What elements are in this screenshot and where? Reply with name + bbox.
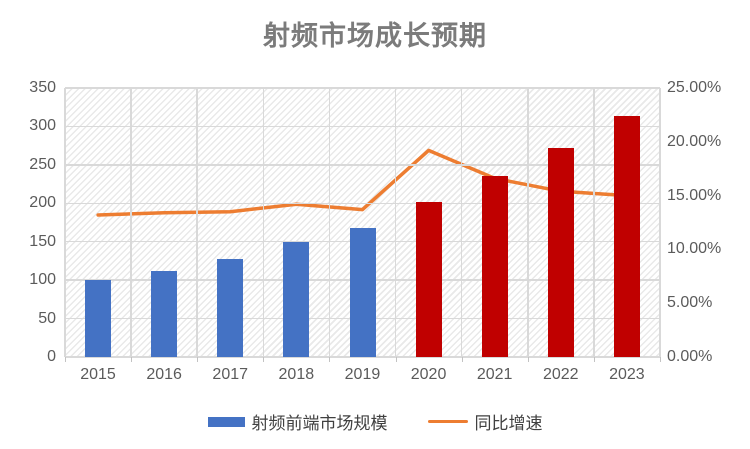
right-axis-label: 25.00% bbox=[667, 79, 722, 96]
chart-title: 射频市场成长预期 bbox=[263, 21, 487, 51]
x-axis-tick bbox=[593, 357, 595, 362]
left-axis-label: 100 bbox=[29, 271, 56, 289]
x-axis-tick bbox=[395, 357, 397, 362]
left-axis-label: 50 bbox=[38, 309, 56, 327]
legend: 射频前端市场规模 同比增速 bbox=[0, 409, 750, 434]
left-axis-label: 150 bbox=[29, 232, 56, 250]
vertical-gridline bbox=[262, 88, 265, 357]
horizontal-gridline bbox=[65, 202, 660, 205]
bar-2023 bbox=[613, 115, 640, 357]
vertical-gridline bbox=[394, 88, 397, 357]
x-axis-tick bbox=[660, 357, 661, 362]
horizontal-gridline bbox=[65, 164, 660, 166]
right-axis-label: 20.00% bbox=[667, 132, 722, 150]
right-axis-label: 5.00% bbox=[667, 294, 713, 312]
left-axis-label: 0 bbox=[47, 348, 56, 365]
left-axis-label: 200 bbox=[29, 194, 56, 212]
x-axis-label-2019: 2019 bbox=[344, 366, 381, 383]
x-axis-tick bbox=[461, 357, 463, 362]
vertical-gridline bbox=[659, 88, 661, 357]
right-axis-label: 0.00% bbox=[667, 348, 713, 365]
vertical-gridline bbox=[64, 88, 66, 357]
bar-series-swatch bbox=[207, 416, 245, 427]
x-axis-tick bbox=[329, 357, 331, 362]
x-axis-label-2018: 2018 bbox=[278, 366, 315, 383]
x-axis-label-2020: 2020 bbox=[410, 366, 447, 383]
x-axis-label-2015: 2015 bbox=[80, 366, 116, 383]
horizontal-gridline bbox=[65, 87, 660, 89]
vertical-gridline bbox=[527, 88, 529, 357]
x-axis-label-2016: 2016 bbox=[146, 366, 182, 383]
left-axis-label: 350 bbox=[29, 79, 56, 96]
right-axis-label: 15.00% bbox=[667, 186, 722, 204]
horizontal-gridline bbox=[65, 125, 660, 128]
x-axis-tick bbox=[65, 357, 66, 362]
x-axis-tick bbox=[527, 357, 529, 362]
x-axis-tick bbox=[131, 357, 133, 362]
x-axis-tick bbox=[197, 357, 199, 362]
bar-2016 bbox=[151, 270, 178, 357]
legend-item-market-size: 射频前端市场规模 bbox=[207, 409, 388, 434]
x-axis-tick bbox=[263, 357, 265, 362]
vertical-gridline bbox=[593, 88, 595, 357]
vertical-gridline bbox=[328, 88, 331, 357]
legend-item-growth-rate: 同比增速 bbox=[427, 409, 543, 434]
x-axis-label-2017: 2017 bbox=[212, 366, 249, 383]
x-axis-label-2021: 2021 bbox=[476, 366, 513, 383]
vertical-gridline bbox=[460, 88, 463, 357]
bar-2020 bbox=[415, 201, 442, 357]
left-axis-label: 250 bbox=[29, 155, 56, 173]
legend-line-label: 同比增速 bbox=[474, 414, 543, 433]
horizontal-gridline bbox=[65, 356, 660, 358]
bar-2018 bbox=[283, 242, 310, 357]
bar-2022 bbox=[547, 147, 574, 357]
bar-2017 bbox=[217, 259, 244, 357]
line-series-swatch bbox=[427, 419, 468, 424]
plot-area bbox=[64, 87, 661, 358]
vertical-gridline bbox=[196, 88, 198, 357]
bar-2021 bbox=[481, 175, 508, 357]
x-axis-label-2022: 2022 bbox=[542, 366, 579, 383]
right-axis-label: 10.00% bbox=[667, 240, 722, 258]
x-axis-label-2023: 2023 bbox=[609, 366, 645, 383]
vertical-gridline bbox=[130, 88, 132, 357]
bar-2015 bbox=[85, 280, 112, 357]
legend-bar-label: 射频前端市场规模 bbox=[251, 414, 388, 433]
bar-2019 bbox=[349, 227, 376, 357]
growth-line-series bbox=[96, 148, 629, 217]
left-axis-label: 300 bbox=[29, 117, 56, 135]
